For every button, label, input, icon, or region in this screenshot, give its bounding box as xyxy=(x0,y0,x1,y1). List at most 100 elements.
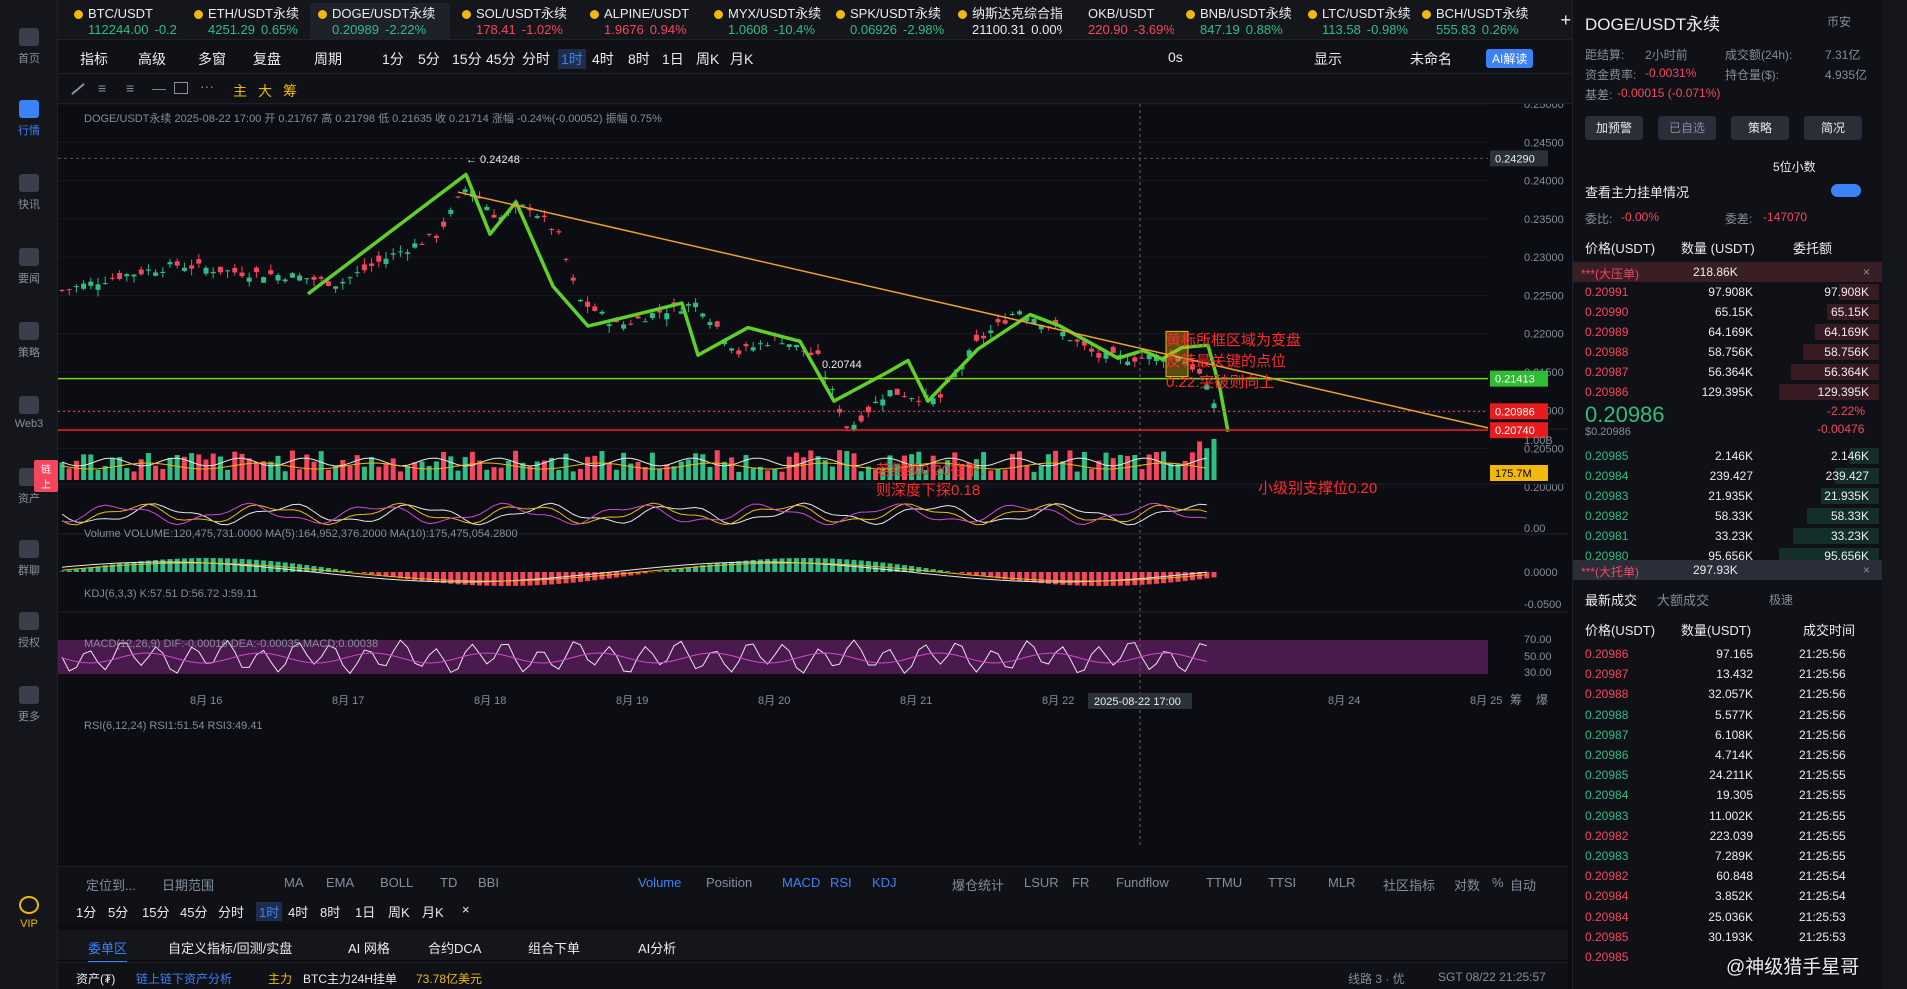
sidebar-item-1[interactable]: 行情 xyxy=(0,100,58,138)
indicator-tab-16[interactable]: TTMU xyxy=(1206,875,1243,890)
close-icon[interactable]: × xyxy=(1863,563,1871,577)
interval-9[interactable]: 周K xyxy=(388,905,410,920)
panel-tab-3[interactable]: 合约DCA xyxy=(428,941,482,956)
panel-tab-2[interactable]: AI 网格 xyxy=(348,941,390,956)
indicator-tab-18[interactable]: MLR xyxy=(1328,875,1356,890)
trend-line-tool-icon[interactable] xyxy=(71,83,85,95)
indicator-tab-6[interactable]: BBI xyxy=(478,875,499,890)
toolbar-item-11[interactable]: 4时 xyxy=(592,51,614,67)
status-asset-analysis-link[interactable]: 链上链下资产分析 xyxy=(136,972,233,986)
horizontal-ray-tool-icon[interactable]: — xyxy=(152,80,166,96)
rectangle-tool-icon[interactable] xyxy=(174,82,188,94)
ask-row[interactable]: 0.20989 64.169K 64.169K xyxy=(1573,322,1883,342)
ob-header-amount[interactable]: 委托额 xyxy=(1793,241,1833,256)
toolbar-item-12[interactable]: 8时 xyxy=(628,51,650,67)
interval-10[interactable]: 月K xyxy=(422,905,444,920)
indicator-tab-3[interactable]: EMA xyxy=(326,875,355,890)
indicator-tab-15[interactable]: Fundflow xyxy=(1116,875,1169,890)
indicator-tab-0[interactable]: 定位到... xyxy=(86,878,136,893)
indicator-tab-5[interactable]: TD xyxy=(440,875,458,890)
horizontal-lines-tool-icon[interactable]: ≡ xyxy=(126,80,135,96)
bid-row[interactable]: 0.20985 2.146K 2.146K xyxy=(1573,446,1883,466)
bid-row[interactable]: 0.20982 58.33K 58.33K xyxy=(1573,506,1883,526)
indicator-tab-2[interactable]: MA xyxy=(284,875,304,890)
indicator-tab-13[interactable]: LSUR xyxy=(1024,875,1059,890)
ask-row[interactable]: 0.20988 58.756K 58.756K xyxy=(1573,342,1883,362)
interval-3[interactable]: 45分 xyxy=(180,905,208,920)
interval-11[interactable]: × xyxy=(462,902,470,917)
indicator-tab-8[interactable]: Position xyxy=(706,875,753,890)
interval-0[interactable]: 1分 xyxy=(76,905,97,920)
favorited-button[interactable]: 已自选 xyxy=(1658,116,1716,140)
toolbar-item-3[interactable]: 复盘 xyxy=(253,51,281,67)
symbol-tab[interactable]: DOGE/USDT永续 0.20989 -2.22% xyxy=(310,3,450,39)
symbol-tab[interactable]: BCH/USDT永续 555.83 0.26% xyxy=(1414,3,1538,39)
kline-chart[interactable]: 0.25000 0.24500 0.24000 0.23500 0.23000 0.225… xyxy=(58,104,1568,864)
depth-toggle[interactable] xyxy=(1831,184,1861,197)
bid-row[interactable]: 0.20983 21.935K 21.935K xyxy=(1573,486,1883,506)
trade-header-qty[interactable]: 数量(USDT) xyxy=(1681,623,1752,638)
indicator-tab-12[interactable]: 爆仓统计 xyxy=(952,878,1005,893)
ask-row[interactable]: 0.20990 65.15K 65.15K xyxy=(1573,302,1883,322)
toolbar-item-13[interactable]: 1日 xyxy=(662,51,684,67)
more-tools-icon[interactable]: ··· xyxy=(200,78,214,94)
fast-mode-checkbox[interactable]: 极速 xyxy=(1769,593,1794,607)
interval-1[interactable]: 5分 xyxy=(108,905,129,920)
indicator-tab-19[interactable]: 社区指标 xyxy=(1383,878,1436,893)
toolbar-item-8[interactable]: 45分 xyxy=(486,51,516,67)
bid-row[interactable]: 0.20981 33.23K 33.23K xyxy=(1573,526,1883,546)
trade-tab-large[interactable]: 大额成交 xyxy=(1657,593,1710,608)
toolbar-item-1[interactable]: 高级 xyxy=(138,51,166,67)
sidebar-item-6[interactable]: 资产 链上 xyxy=(0,460,58,506)
bid-row[interactable]: 0.20984 239.427 239.427 xyxy=(1573,466,1883,486)
symbol-tab[interactable]: SOL/USDT永续 178.41 -1.02% xyxy=(454,3,578,39)
sidebar-item-3[interactable]: 要闻 xyxy=(0,248,58,286)
indicator-tab-7[interactable]: Volume xyxy=(638,875,682,890)
sidebar-item-4[interactable]: 策略 xyxy=(0,322,58,360)
symbol-tab[interactable]: LTC/USDT永续 113.58 -0.98% xyxy=(1300,3,1410,39)
toolbar-item-7[interactable]: 15分 xyxy=(452,51,482,67)
panel-tab-5[interactable]: AI分析 xyxy=(638,941,677,956)
toolbar-item-0[interactable]: 指标 xyxy=(80,51,108,67)
symbol-tab[interactable]: 纳斯达克综合指数21100.31 0.00% xyxy=(950,3,1062,39)
chip-toggle[interactable]: 筹 xyxy=(283,83,297,99)
ask-row[interactable]: 0.20991 97.908K 97.908K xyxy=(1573,282,1883,302)
indicator-tab-21[interactable]: % xyxy=(1492,875,1504,890)
symbol-tab[interactable]: ETH/USDT永续 4251.29 0.65% xyxy=(186,3,306,39)
toolbar-item-5[interactable]: 1分 xyxy=(382,51,404,67)
interval-7[interactable]: 8时 xyxy=(320,905,341,920)
panel-tab-4[interactable]: 组合下单 xyxy=(528,941,581,956)
toolbar-right-0[interactable]: 0s xyxy=(1168,49,1183,65)
indicator-tab-4[interactable]: BOLL xyxy=(380,875,414,890)
toolbar-item-14[interactable]: 周K xyxy=(696,51,720,67)
toolbar-item-9[interactable]: 分时 xyxy=(522,51,550,67)
parallel-line-tool-icon[interactable]: ≡ xyxy=(98,80,107,96)
panel-tab-1[interactable]: 自定义指标/回测/实盘 xyxy=(168,941,293,956)
symbol-tab[interactable]: MYX/USDT永续 1.0608 -10.4% xyxy=(706,3,824,39)
interval-5[interactable]: 1时 xyxy=(256,902,283,921)
ob-header-qty[interactable]: 数量 (USDT) xyxy=(1681,241,1755,256)
ask-row[interactable]: 0.20987 56.364K 56.364K xyxy=(1573,362,1883,382)
sidebar-item-2[interactable]: 快讯 xyxy=(0,174,58,212)
sidebar-item-9[interactable]: 更多 xyxy=(0,686,58,724)
sidebar-item-0[interactable]: 首页 xyxy=(0,28,58,66)
strategy-button[interactable]: 策略 xyxy=(1731,116,1789,140)
interval-8[interactable]: 1日 xyxy=(355,905,376,920)
symbol-tab[interactable]: BNB/USDT永续 847.19 0.88% xyxy=(1178,3,1296,39)
indicator-tab-14[interactable]: FR xyxy=(1072,875,1090,890)
sidebar-item-5[interactable]: Web3 xyxy=(0,396,58,430)
large-order-toggle[interactable]: 大 xyxy=(258,83,272,99)
indicator-tab-1[interactable]: 日期范围 xyxy=(162,878,215,893)
add-tab-button[interactable]: + xyxy=(1560,10,1571,30)
big-bid-row[interactable]: ***(大托单) 297.93K × xyxy=(1573,560,1883,580)
chart-canvas[interactable]: 0.25000 0.24500 0.24000 0.23500 0.23000 0.225… xyxy=(58,104,1568,864)
toolbar-item-4[interactable]: 周期 xyxy=(314,51,342,67)
symbol-tab[interactable]: OKB/USDT 220.90 -3.69% xyxy=(1066,3,1174,39)
trade-tab-latest[interactable]: 最新成交 xyxy=(1585,593,1638,608)
ask-row[interactable]: 0.20986 129.395K 129.395K xyxy=(1573,382,1883,402)
toolbar-item-6[interactable]: 5分 xyxy=(418,51,440,67)
depth-title[interactable]: 查看主力挂单情况 xyxy=(1585,185,1690,200)
toolbar-right-3[interactable]: AI解读 xyxy=(1486,49,1534,68)
close-icon[interactable]: × xyxy=(1863,265,1871,279)
exchange-label[interactable]: 币安 xyxy=(1827,15,1852,29)
